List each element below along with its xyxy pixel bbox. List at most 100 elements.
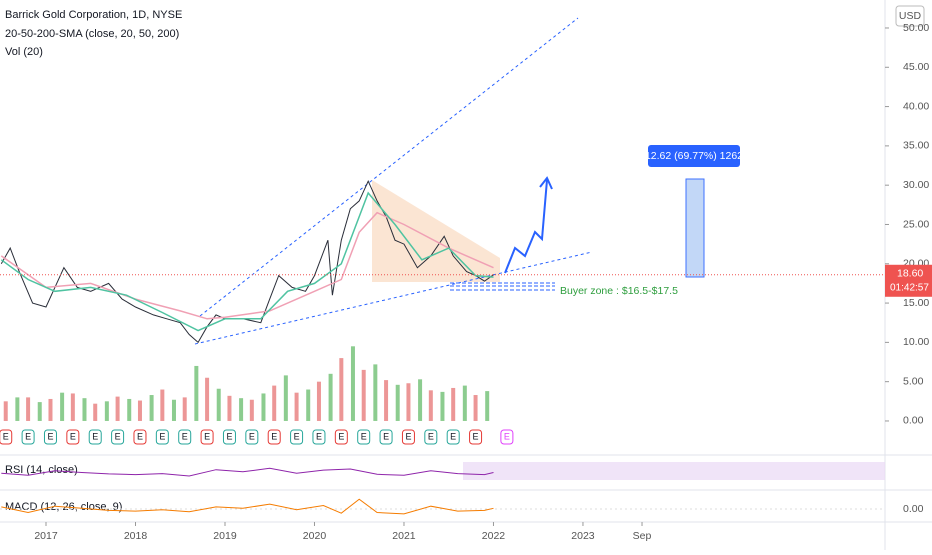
volume-bar xyxy=(104,401,109,421)
measure-label-box xyxy=(648,145,740,167)
earnings-marker xyxy=(379,429,393,445)
y-tick-label: 0.00 xyxy=(903,415,924,427)
volume-bar xyxy=(418,379,423,421)
volume-bar xyxy=(239,398,244,421)
earnings-marker xyxy=(446,429,460,445)
rsi-label: RSI (14, close) xyxy=(5,464,78,476)
volume-bar xyxy=(70,393,75,421)
rsi-band xyxy=(463,462,885,480)
y-tick-label: 40.00 xyxy=(903,100,929,112)
lower-trendline xyxy=(194,251,593,345)
earnings-label: E xyxy=(405,431,411,441)
y-tick-label: 10.00 xyxy=(903,336,929,348)
earnings-label: E xyxy=(504,431,510,441)
earnings-marker xyxy=(401,429,415,445)
earnings-label: E xyxy=(271,431,277,441)
earnings-label: E xyxy=(249,431,255,441)
volume-bar xyxy=(272,385,277,421)
earnings-label: E xyxy=(383,431,389,441)
arrow-head xyxy=(539,176,553,190)
volume-bar xyxy=(384,380,389,421)
volume-bar xyxy=(451,387,456,421)
volume-bar xyxy=(485,391,490,421)
earnings-label: E xyxy=(204,431,210,441)
earnings-label: E xyxy=(92,431,98,441)
earnings-marker xyxy=(200,429,214,445)
volume-bar xyxy=(216,388,221,421)
x-tick-label: 2019 xyxy=(213,530,237,542)
volume-bar xyxy=(306,389,311,421)
volume-bar xyxy=(283,375,288,421)
volume-bar xyxy=(82,398,87,421)
earnings-label: E xyxy=(70,431,76,441)
measure-box xyxy=(685,178,705,278)
earnings-label: E xyxy=(25,431,31,441)
earnings-marker xyxy=(267,429,281,445)
y-tick-label: 45.00 xyxy=(903,61,929,73)
earnings-label: E xyxy=(3,431,9,441)
volume-bar xyxy=(227,395,232,421)
earnings-marker xyxy=(222,429,236,445)
volume-bar xyxy=(48,398,53,421)
volume-bar xyxy=(205,377,210,421)
x-tick-label: 2018 xyxy=(124,530,148,542)
y-tick-label: 35.00 xyxy=(903,140,929,152)
y-tick-label: 30.00 xyxy=(903,179,929,191)
last-price-box xyxy=(885,264,932,297)
chart-title: Barrick Gold Corporation, 1D, NYSE xyxy=(5,9,182,21)
earnings-marker xyxy=(21,429,35,445)
earnings-label: E xyxy=(338,431,344,441)
upper-trendline xyxy=(199,17,579,317)
earnings-marker xyxy=(66,429,80,445)
volume-bar xyxy=(182,397,187,421)
currency-box[interactable] xyxy=(895,5,925,27)
earnings-label: E xyxy=(361,431,367,441)
x-tick-label: 2017 xyxy=(34,530,58,542)
rsi-line xyxy=(1,467,494,477)
volume-bar xyxy=(473,395,478,421)
earnings-label: E xyxy=(137,431,143,441)
measure-label: 12.62 (69.77%) 1262 xyxy=(645,150,743,162)
volume-bar xyxy=(127,398,132,421)
countdown: 01:42:57 xyxy=(890,282,929,293)
earnings-label: E xyxy=(182,431,188,441)
volume-bar xyxy=(115,396,120,421)
earnings-marker xyxy=(88,429,102,445)
volume-bar xyxy=(249,399,254,421)
y-tick-label: 5.00 xyxy=(903,375,924,387)
volume-bar xyxy=(350,346,355,421)
x-tick-label: 2021 xyxy=(392,530,416,542)
volume-bar xyxy=(37,402,42,421)
volume-bar xyxy=(3,401,8,421)
earnings-marker xyxy=(357,429,371,445)
volume-bar xyxy=(339,358,344,421)
earnings-label: E xyxy=(473,431,479,441)
earnings-label: E xyxy=(159,431,165,441)
sma-line xyxy=(0,211,494,320)
volume-bar xyxy=(462,385,467,421)
x-tick-label: 2022 xyxy=(482,530,506,542)
sma-line xyxy=(0,191,494,332)
currency: USD xyxy=(899,10,922,22)
earnings-marker xyxy=(111,429,125,445)
volume-bar xyxy=(373,364,378,421)
volume-bar xyxy=(137,400,142,421)
earnings-marker xyxy=(245,429,259,445)
indicator-label: 20-50-200-SMA (close, 20, 50, 200) xyxy=(5,28,179,40)
projection-arrow xyxy=(504,179,548,274)
earnings-marker xyxy=(290,429,304,445)
volume-bar xyxy=(261,393,266,421)
volume-bar xyxy=(316,381,321,421)
earnings-marker xyxy=(334,429,348,445)
earnings-marker xyxy=(469,429,483,445)
volume-bar xyxy=(294,392,299,421)
volume-bar xyxy=(149,395,154,421)
earnings-marker xyxy=(133,429,147,445)
earnings-marker xyxy=(43,429,57,445)
volume-bar xyxy=(171,399,176,421)
y-tick-label: 15.00 xyxy=(903,297,929,309)
volume-bar xyxy=(15,397,20,421)
volume-bar xyxy=(26,397,31,421)
volume-bar xyxy=(428,390,433,421)
